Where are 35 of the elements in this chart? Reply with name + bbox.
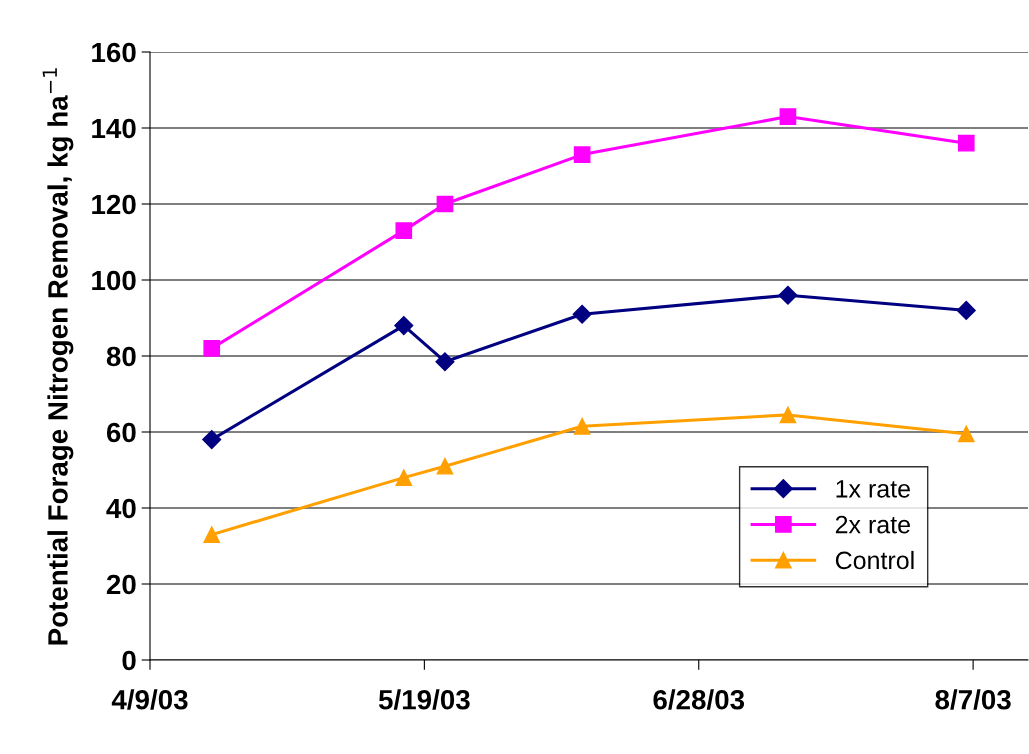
- point: [202, 430, 222, 450]
- point: [436, 195, 454, 213]
- y-tick-label: 60: [106, 422, 136, 443]
- point: [572, 304, 592, 324]
- point: [573, 417, 591, 435]
- point: [957, 425, 975, 443]
- y-axis-title: Potential Forage Nitrogen Removal, kg ha$^{−1}$: [42, 68, 74, 645]
- y-tick-label: 100: [92, 270, 136, 291]
- x-tick-label: 6/28/03: [653, 689, 745, 710]
- point: [203, 340, 221, 357]
- point: [394, 316, 414, 336]
- x-tick-label: 4/9/03: [111, 689, 188, 710]
- point: [573, 146, 591, 163]
- y-tick-label: 0: [122, 650, 136, 671]
- point: [203, 526, 221, 543]
- point: [779, 406, 797, 424]
- point: [957, 134, 975, 152]
- legend-label: 2x rate: [835, 515, 910, 534]
- point: [395, 469, 413, 486]
- y-tick-label: 140: [92, 118, 136, 139]
- point: [956, 300, 976, 320]
- x-tick-label: 5/19/03: [378, 689, 470, 710]
- point: [779, 108, 797, 125]
- y-tick-label: 20: [106, 574, 136, 595]
- y-tick-label: 160: [92, 42, 136, 63]
- x-tick-label: 8/7/03: [935, 689, 1011, 710]
- y-tick-label: 40: [106, 498, 136, 519]
- point: [436, 457, 454, 475]
- point: [435, 352, 455, 372]
- point: [778, 285, 798, 305]
- legend-label: 1x rate: [836, 480, 910, 498]
- y-tick-label: 120: [92, 194, 136, 215]
- point: [395, 222, 413, 239]
- legend-label: Control: [835, 550, 914, 570]
- y-tick-label: 80: [106, 346, 136, 367]
